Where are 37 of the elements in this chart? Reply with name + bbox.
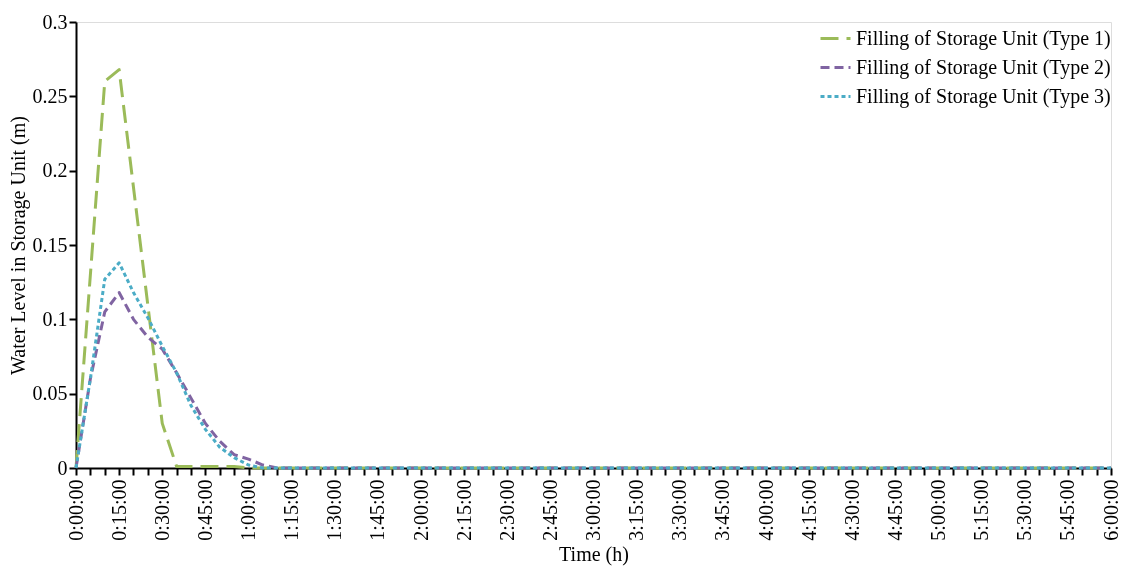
y-tick-label: 0 [57,456,68,479]
x-tick-label: 2:30:00 [495,479,518,541]
x-axis-title: Time (h) [559,542,629,566]
x-tick-label: 2:00:00 [409,479,432,541]
legend-label: Filling of Storage Unit (Type 3) [856,84,1111,108]
legend-label: Filling of Storage Unit (Type 1) [856,26,1111,50]
x-tick-label: 1:45:00 [366,479,389,541]
x-tick-label: 0:30:00 [150,479,173,541]
y-tick-label: 0.3 [42,10,68,33]
x-tick-label: 3:15:00 [625,479,648,541]
x-tick-label: 0:45:00 [193,479,216,541]
y-tick-label: 0.1 [42,307,68,330]
x-tick-label: 0:15:00 [107,479,130,541]
x-tick-label: 3:45:00 [711,479,734,541]
x-tick-label: 5:15:00 [970,479,993,541]
x-tick-label: 6:00:00 [1099,479,1122,541]
x-tick-label: 4:00:00 [754,479,777,541]
x-tick-label: 2:15:00 [452,479,475,541]
y-tick-label: 0.05 [32,382,68,405]
x-tick-label: 0:00:00 [64,479,87,541]
y-tick-label: 0.25 [32,84,68,107]
x-tick-label: 1:15:00 [280,479,303,541]
x-tick-label: 3:30:00 [668,479,691,541]
x-tick-label: 2:45:00 [538,479,561,541]
x-tick-label: 5:00:00 [927,479,949,541]
x-tick-label: 4:15:00 [797,479,820,541]
y-tick-label: 0.15 [32,233,68,256]
x-tick-label: 4:30:00 [840,479,863,541]
x-tick-label: 3:00:00 [582,479,604,541]
x-tick-label: 5:30:00 [1013,479,1036,541]
x-tick-label: 5:45:00 [1056,479,1079,541]
y-axis-title: Water Level in Storage Unit (m) [6,116,30,375]
x-tick-label: 1:00:00 [237,479,259,541]
x-tick-label: 4:45:00 [883,479,906,541]
legend-label: Filling of Storage Unit (Type 2) [856,55,1111,79]
y-tick-label: 0.2 [42,159,68,182]
x-tick-label: 1:30:00 [323,479,346,541]
